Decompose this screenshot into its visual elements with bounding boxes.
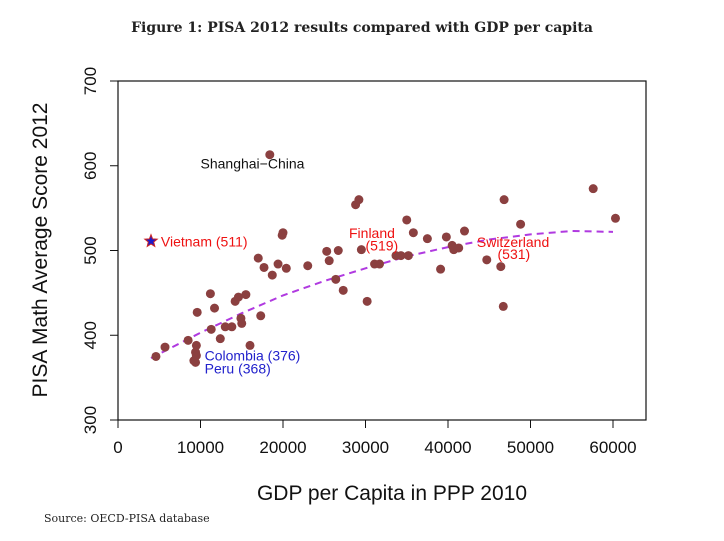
x-axis: 0 10000 20000 30000 40000 50000 60000 bbox=[113, 419, 637, 457]
trend-line bbox=[150, 229, 614, 359]
data-point bbox=[396, 251, 406, 261]
data-point bbox=[354, 195, 364, 205]
x-tick-label: 0 bbox=[113, 438, 122, 457]
highlight-layer bbox=[143, 233, 201, 367]
highlight-point bbox=[191, 351, 201, 361]
data-point bbox=[338, 285, 348, 295]
data-point bbox=[422, 234, 432, 244]
y-tick-label: 400 bbox=[81, 321, 100, 349]
highlight-point bbox=[191, 357, 201, 367]
data-label: Colombia (376) bbox=[205, 348, 301, 364]
x-tick-label: 40000 bbox=[424, 438, 471, 457]
data-point bbox=[322, 246, 332, 256]
y-tick-label: 300 bbox=[81, 406, 100, 434]
data-point bbox=[333, 246, 343, 255]
data-point bbox=[496, 262, 506, 272]
data-point bbox=[498, 301, 508, 311]
data-point bbox=[192, 307, 202, 317]
data-point bbox=[206, 324, 216, 334]
data-point bbox=[436, 264, 446, 274]
y-tick-label: 700 bbox=[81, 67, 100, 95]
data-label: Vietnam (511) bbox=[161, 233, 248, 249]
data-point bbox=[281, 263, 291, 273]
data-point bbox=[331, 274, 341, 284]
data-point bbox=[482, 255, 492, 265]
data-point bbox=[237, 318, 247, 328]
y-tick-label: 600 bbox=[81, 152, 100, 180]
data-point bbox=[253, 253, 263, 263]
data-point bbox=[191, 340, 201, 350]
y-tick-label: 500 bbox=[81, 236, 100, 264]
annotation-layer: Shanghai−China Finland(519) Switzerland(53… bbox=[161, 155, 549, 376]
data-point bbox=[273, 259, 283, 269]
points-layer bbox=[151, 150, 620, 366]
data-point bbox=[233, 292, 243, 302]
data-point bbox=[610, 213, 620, 223]
data-label: Shanghai−China bbox=[201, 155, 305, 171]
data-point bbox=[245, 340, 255, 350]
data-point bbox=[215, 334, 225, 344]
source-note: Source: OECD-PISA database bbox=[44, 512, 210, 525]
data-label: (519) bbox=[366, 238, 399, 254]
data-point bbox=[454, 243, 464, 253]
data-point bbox=[183, 335, 193, 345]
y-axis: 300 400 500 600 700 bbox=[81, 67, 119, 434]
data-point bbox=[160, 342, 170, 352]
x-tick-label: 60000 bbox=[589, 438, 636, 457]
data-point bbox=[151, 351, 161, 361]
data-point bbox=[265, 150, 275, 160]
data-label: Finland bbox=[349, 225, 395, 241]
data-point bbox=[402, 215, 412, 225]
data-point bbox=[210, 303, 220, 313]
data-point bbox=[375, 259, 385, 269]
data-point bbox=[441, 232, 451, 242]
trend-layer bbox=[150, 229, 614, 359]
data-point bbox=[516, 219, 526, 229]
data-point bbox=[205, 289, 215, 299]
highlight-star-point bbox=[143, 233, 159, 248]
figure-title: Figure 1: PISA 2012 results compared wit… bbox=[131, 20, 593, 36]
x-tick-label: 20000 bbox=[259, 438, 306, 457]
data-point bbox=[267, 270, 277, 280]
data-point bbox=[460, 226, 469, 236]
data-point bbox=[356, 245, 366, 255]
data-point bbox=[499, 195, 509, 205]
y-axis-title: PISA Math Average Score 2012 bbox=[29, 103, 52, 398]
data-point bbox=[256, 311, 266, 321]
x-tick-label: 30000 bbox=[342, 438, 389, 457]
data-point bbox=[324, 256, 334, 266]
data-point bbox=[588, 184, 598, 194]
x-tick-label: 10000 bbox=[177, 438, 224, 457]
data-label: Switzerland bbox=[477, 234, 549, 250]
data-point bbox=[241, 290, 251, 300]
data-point bbox=[227, 322, 237, 332]
data-point bbox=[408, 228, 418, 238]
data-label: Peru (368) bbox=[205, 360, 271, 376]
data-point bbox=[278, 228, 288, 238]
data-point bbox=[403, 251, 413, 261]
data-point bbox=[220, 322, 230, 332]
x-axis-title: GDP per Capita in PPP 2010 bbox=[257, 482, 527, 505]
x-tick-label: 50000 bbox=[507, 438, 554, 457]
data-point bbox=[303, 261, 313, 271]
data-label: (531) bbox=[498, 246, 531, 262]
data-point bbox=[362, 296, 372, 306]
data-point bbox=[259, 262, 269, 272]
